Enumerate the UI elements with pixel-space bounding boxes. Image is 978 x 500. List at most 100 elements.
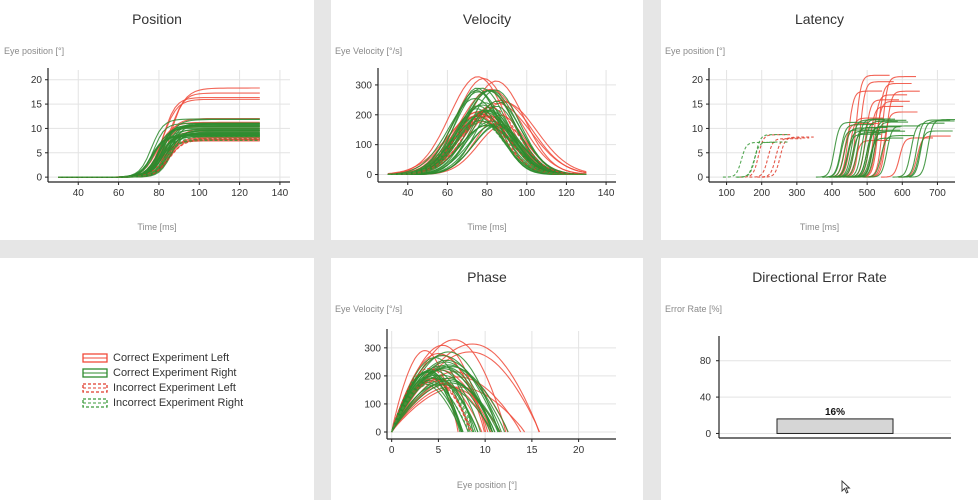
legend-swatch-icon bbox=[82, 352, 108, 363]
series-line bbox=[387, 100, 587, 176]
x-tick-label: 40 bbox=[402, 188, 414, 199]
y-tick-label: 0 bbox=[36, 173, 42, 184]
y-tick-label: 5 bbox=[36, 148, 42, 159]
y-tick-label: 0 bbox=[375, 427, 381, 438]
series-line bbox=[898, 135, 951, 178]
position-xlabel: Time [ms] bbox=[137, 222, 177, 232]
x-tick-label: 140 bbox=[272, 188, 289, 199]
axes: 0 40 80 bbox=[700, 336, 951, 440]
series-line bbox=[859, 82, 912, 178]
series-line bbox=[856, 121, 909, 178]
series-line bbox=[58, 138, 260, 178]
x-tick-label: 60 bbox=[113, 188, 125, 199]
series-line bbox=[387, 107, 587, 176]
x-tick-label: 500 bbox=[859, 188, 876, 199]
legend-label: Correct Experiment Right bbox=[113, 366, 237, 379]
y-tick-label: 200 bbox=[355, 110, 372, 121]
series-line bbox=[387, 109, 587, 176]
latency-title: Latency bbox=[794, 11, 845, 27]
velocity-xlabel: Time [ms] bbox=[467, 222, 507, 232]
series-line bbox=[865, 111, 918, 178]
x-tick-label: 600 bbox=[894, 188, 911, 199]
series-line bbox=[391, 377, 496, 433]
x-tick-label: 120 bbox=[231, 188, 248, 199]
series-line bbox=[58, 139, 260, 178]
y-tick-label: 10 bbox=[31, 124, 43, 135]
legend-swatch-icon bbox=[82, 367, 108, 378]
x-tick-label: 20 bbox=[573, 445, 585, 456]
y-tick-label: 40 bbox=[700, 393, 712, 404]
y-tick-label: 20 bbox=[31, 75, 43, 86]
x-tick-label: 15 bbox=[526, 445, 538, 456]
x-tick-label: 80 bbox=[153, 188, 165, 199]
series-line bbox=[387, 117, 587, 176]
y-tick-label: 200 bbox=[364, 371, 381, 382]
legend-label: Incorrect Experiment Right bbox=[113, 396, 244, 409]
error-rate-value-label: 16% bbox=[825, 407, 845, 418]
position-ylabel: Eye position [°] bbox=[4, 46, 65, 56]
series-line bbox=[843, 118, 895, 178]
phase-title: Phase bbox=[467, 269, 507, 285]
x-tick-label: 100 bbox=[518, 188, 535, 199]
legend-label: Incorrect Experiment Left bbox=[113, 381, 236, 394]
series-line bbox=[757, 137, 810, 178]
series-line bbox=[909, 119, 955, 178]
series-line bbox=[867, 90, 920, 178]
series-line bbox=[854, 119, 907, 178]
y-tick-label: 10 bbox=[692, 124, 704, 135]
series-line bbox=[391, 380, 473, 433]
series-line bbox=[822, 124, 875, 178]
error-rate-title: Directional Error Rate bbox=[752, 269, 887, 285]
x-tick-label: 40 bbox=[73, 188, 85, 199]
series-line bbox=[391, 376, 522, 433]
phase-panel: Phase Eye Velocity [°/s] 0 5 10 15 20 0 100 200… bbox=[331, 258, 643, 500]
series-line bbox=[898, 119, 951, 178]
x-tick-label: 100 bbox=[718, 188, 735, 199]
legend-label: Correct Experiment Left bbox=[113, 351, 230, 364]
legend-item: Correct Experiment Right bbox=[82, 365, 243, 380]
series-line bbox=[739, 134, 792, 178]
series-line bbox=[868, 125, 921, 178]
series-line bbox=[58, 139, 260, 178]
y-tick-label: 20 bbox=[692, 75, 704, 86]
x-tick-label: 60 bbox=[442, 188, 454, 199]
position-panel: Position Eye position [°] 40 60 80 100 120 14… bbox=[0, 0, 314, 240]
y-tick-label: 0 bbox=[705, 429, 711, 440]
series-line bbox=[387, 122, 587, 176]
series-line bbox=[862, 135, 915, 178]
x-tick-label: 200 bbox=[753, 188, 770, 199]
y-tick-label: 300 bbox=[355, 80, 372, 91]
velocity-chart: 40 60 80 100 120 140 0 100 200 300 bbox=[355, 68, 616, 199]
legend-item: Incorrect Experiment Right bbox=[82, 395, 243, 410]
series-line bbox=[902, 120, 955, 178]
phase-ylabel: Eye Velocity [°/s] bbox=[335, 304, 403, 314]
axes: 40 60 80 100 120 140 0 5 10 15 20 bbox=[31, 68, 290, 199]
error-rate-ylabel: Error Rate [%] bbox=[665, 304, 723, 314]
series-line bbox=[722, 141, 775, 178]
latency-chart: 100 200 300 400 500 600 700 0 5 10 15 20 bbox=[692, 68, 955, 199]
x-tick-label: 80 bbox=[482, 188, 494, 199]
latency-panel: Latency Eye position [°] 100 200 300 400 500… bbox=[661, 0, 978, 240]
axes: 100 200 300 400 500 600 700 0 5 10 15 20 bbox=[692, 68, 955, 199]
y-tick-label: 300 bbox=[364, 343, 381, 354]
series-line bbox=[391, 350, 459, 433]
error-rate-bar bbox=[776, 418, 894, 434]
legend-swatch-icon bbox=[82, 382, 108, 393]
series-line bbox=[845, 120, 898, 178]
latency-ylabel: Eye position [°] bbox=[665, 46, 726, 56]
latency-xlabel: Time [ms] bbox=[799, 222, 840, 232]
y-tick-label: 15 bbox=[692, 100, 704, 111]
x-tick-label: 400 bbox=[824, 188, 841, 199]
y-tick-label: 0 bbox=[366, 170, 372, 181]
x-tick-label: 10 bbox=[480, 445, 492, 456]
velocity-panel: Velocity Eye Velocity [°/s] 40 60 80 100 120… bbox=[331, 0, 643, 240]
legend-swatch-icon bbox=[82, 397, 108, 408]
legend: Correct Experiment Left Correct Experime… bbox=[82, 350, 243, 410]
series-line bbox=[391, 367, 471, 433]
y-tick-label: 100 bbox=[355, 140, 372, 151]
x-tick-label: 140 bbox=[598, 188, 615, 199]
x-tick-label: 100 bbox=[191, 188, 208, 199]
series-line bbox=[737, 134, 789, 178]
y-tick-label: 80 bbox=[700, 356, 712, 367]
